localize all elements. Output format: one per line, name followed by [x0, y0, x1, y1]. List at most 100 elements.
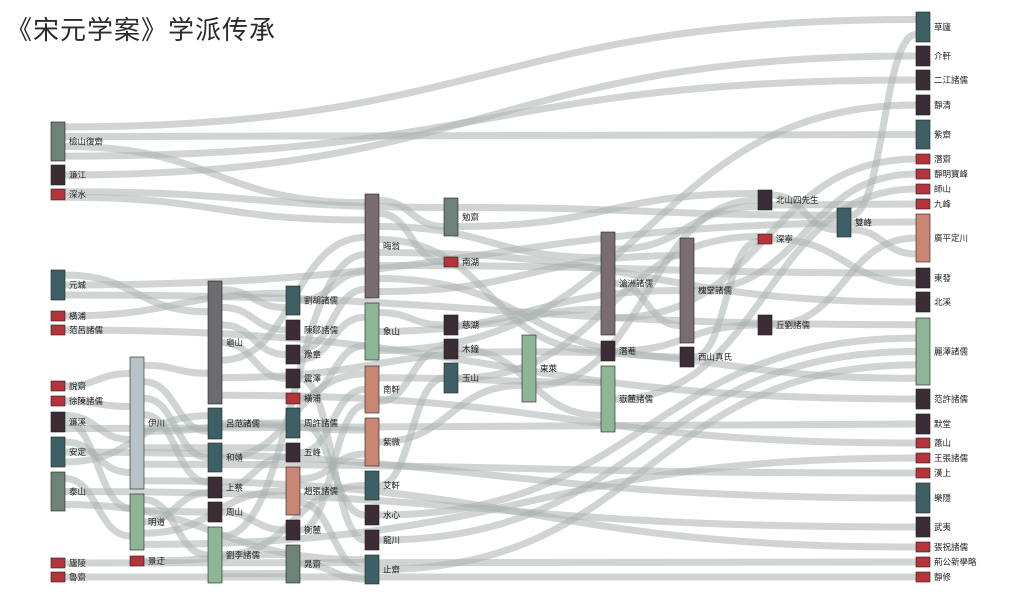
node-bar: [285, 368, 301, 389]
node-label: 慈湖: [462, 320, 479, 331]
node-label: 勉齋: [462, 212, 480, 223]
node-bar: [129, 555, 145, 567]
node-bar: [915, 437, 931, 449]
node-濂江: 濂江: [50, 164, 87, 186]
link-伊川-漢上: [143, 460, 917, 477]
node-呂范諸儒: 呂范諸儒: [207, 407, 261, 440]
node-bar: [915, 45, 931, 67]
node-label: 景迂: [148, 557, 166, 567]
link-晦翁-勉齋: [378, 197, 445, 230]
node-bar: [443, 338, 459, 360]
link-龜山-豫章: [221, 321, 287, 358]
node-label: 紫齋: [934, 130, 952, 141]
link-水心-麗澤諸儒: [378, 334, 917, 519]
node-label: 陳鄒諸儒: [304, 325, 339, 336]
node-label: 草廬: [934, 22, 952, 33]
link-layer: [64, 16, 918, 583]
node-label: 晁齋: [304, 559, 322, 570]
node-范許諸儒: 范許諸儒: [915, 388, 969, 410]
node-bar: [285, 319, 301, 341]
node-bar: [443, 197, 459, 237]
node-label: 龍川: [383, 535, 400, 546]
node-label: 南湖: [462, 257, 479, 268]
node-bar: [443, 314, 459, 336]
node-荊公新學略: 荊公新學略: [915, 556, 977, 568]
node-安定: 安定: [50, 436, 87, 468]
node-label: 九峰: [934, 199, 952, 210]
link-象山-慈湖: [378, 309, 445, 329]
node-bar: [129, 356, 145, 490]
node-label: 王張諸儒: [934, 453, 969, 464]
node-二江諸儒: 二江諸儒: [915, 69, 969, 91]
link-慈湖-滄洲諸儒: [457, 305, 602, 329]
node-label: 蕭山: [934, 438, 951, 449]
node-bar: [50, 164, 66, 186]
node-bar: [207, 476, 223, 499]
node-label: 東發: [934, 273, 952, 284]
node-五峰: 五峰: [285, 442, 322, 463]
node-label: 南軒: [383, 385, 401, 396]
node-南軒: 南軒: [364, 365, 401, 414]
node-bar: [207, 280, 223, 405]
node-周許諸儒: 周許諸儒: [285, 407, 339, 439]
node-東萊: 東萊: [521, 334, 558, 403]
node-bar: [50, 269, 66, 301]
node-label: 深寧: [776, 234, 793, 245]
node-bar: [679, 346, 695, 368]
node-和靖: 和靖: [207, 442, 244, 473]
link-勉齋-雙峰: [457, 204, 838, 219]
link-伊川-龜山: [143, 361, 209, 377]
node-label: 檢山復齋: [69, 137, 104, 148]
node-label: 伊川: [148, 418, 165, 429]
node-徐陳諸儒: 徐陳諸儒: [50, 395, 104, 407]
node-label: 濂江: [69, 170, 87, 181]
link-劉胡諸儒-晦翁: [299, 268, 366, 304]
node-默堂: 默堂: [915, 413, 951, 435]
node-九峰: 九峰: [915, 198, 952, 210]
node-label: 武夷: [934, 522, 952, 533]
node-label: 介軒: [934, 52, 952, 62]
link-深水-晦翁: [64, 193, 366, 224]
node-艾軒: 艾軒: [364, 470, 401, 501]
link-檢山復齋-草廬: [64, 16, 917, 131]
node-bar: [50, 436, 66, 468]
node-label: 劉胡諸儒: [304, 296, 339, 307]
node-衡麓: 衡麓: [285, 519, 322, 541]
node-滄洲諸儒: 滄洲諸儒: [600, 231, 654, 336]
link-雙峰-廣平定川: [850, 226, 917, 258]
node-元城: 元城: [50, 269, 87, 301]
node-label: 五峰: [304, 448, 322, 459]
node-廣平定川: 廣平定川: [915, 213, 968, 263]
node-label: 潛齋: [934, 154, 952, 165]
node-label: 止齋: [383, 565, 401, 576]
node-label: 木鐘: [462, 344, 480, 355]
link-深寧-東發: [771, 235, 917, 287]
node-label: 荊公新學略: [934, 557, 977, 568]
link-晦翁-北溪: [378, 249, 917, 306]
node-bar: [915, 153, 931, 165]
node-范呂諸儒1: 范呂諸儒: [50, 324, 104, 336]
node-bar: [364, 365, 380, 414]
node-bar: [915, 413, 931, 435]
node-label: 趙張諸儒: [304, 486, 339, 497]
node-label: 說齋: [69, 381, 87, 392]
node-label: 丘劉諸儒: [776, 320, 811, 331]
node-bar: [285, 392, 301, 405]
link-西山真氏-深寧: [693, 238, 759, 361]
node-豫章: 豫章: [285, 344, 322, 365]
node-bar: [50, 411, 66, 433]
link-龜山-劉胡諸儒: [221, 286, 287, 312]
node-bar: [50, 395, 66, 407]
link-雙峰-草廬: [849, 31, 918, 219]
node-師山: 師山: [915, 183, 951, 195]
node-bar: [915, 119, 931, 150]
node-bar: [50, 188, 66, 201]
node-bar: [50, 310, 66, 322]
node-label: 北山四先生: [776, 195, 819, 206]
node-bar: [915, 168, 931, 180]
node-伊川: 伊川: [129, 356, 165, 490]
node-label: 范呂諸儒: [69, 325, 104, 336]
node-陳鄒諸儒: 陳鄒諸儒: [285, 319, 339, 341]
node-label: 和靖: [226, 453, 244, 464]
